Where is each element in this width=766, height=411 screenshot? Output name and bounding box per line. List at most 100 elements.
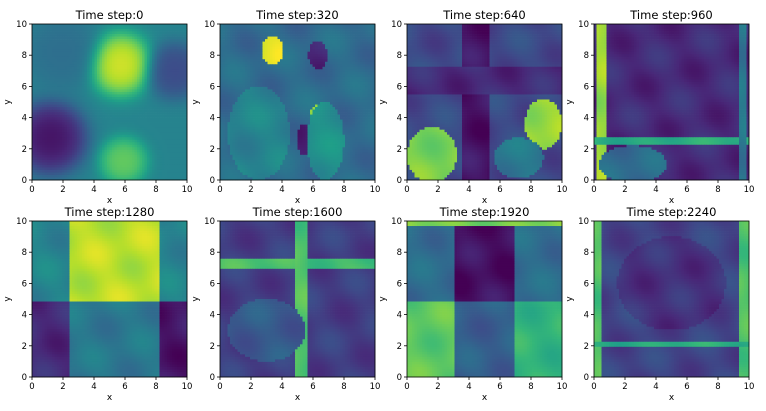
heatmap-cell — [345, 39, 348, 42]
heatmap-cell — [97, 54, 100, 58]
heatmap-cell — [282, 46, 286, 50]
heatmap-cell — [97, 34, 100, 37]
heatmap-cell — [97, 46, 100, 50]
heatmap-cell — [172, 54, 175, 58]
heatmap-cell — [162, 41, 165, 45]
heatmap-cell — [64, 154, 68, 158]
heatmap-cell — [104, 152, 108, 156]
heatmap-cell — [157, 99, 160, 103]
heatmap-cell — [302, 39, 306, 42]
heatmap-cell — [147, 109, 150, 113]
heatmap-cell — [142, 91, 145, 95]
heatmap-cell — [119, 119, 123, 123]
heatmap-cell — [32, 154, 35, 158]
heatmap-cell — [182, 29, 185, 32]
heatmap-cell — [87, 174, 90, 178]
heatmap-cell — [92, 127, 95, 131]
heatmap-cell — [72, 89, 75, 93]
heatmap-cell — [322, 41, 326, 45]
heatmap-cell — [112, 64, 115, 68]
heatmap-cell — [275, 54, 278, 58]
heatmap-cell — [360, 41, 363, 45]
heatmap-cell — [74, 36, 78, 40]
heatmap-cell — [179, 79, 183, 83]
heatmap-cell — [92, 69, 95, 73]
heatmap-cell — [77, 64, 80, 68]
heatmap-cell — [162, 109, 165, 113]
heatmap-cell — [179, 46, 183, 50]
heatmap-cell — [119, 96, 123, 100]
heatmap-cell — [102, 39, 105, 42]
heatmap-cell — [167, 152, 170, 156]
heatmap-cell — [44, 139, 48, 143]
heatmap-cell — [69, 122, 73, 125]
heatmap-cell — [142, 119, 145, 123]
heatmap-cell — [97, 112, 100, 115]
heatmap-cell — [107, 86, 110, 90]
heatmap-cell — [164, 69, 168, 73]
heatmap-cell — [182, 127, 185, 131]
heatmap-cell — [169, 104, 173, 108]
heatmap-cell — [220, 46, 223, 50]
heatmap-cell — [47, 86, 50, 90]
heatmap-cell — [114, 39, 118, 42]
heatmap-cell — [44, 34, 48, 37]
heatmap-cell — [37, 124, 40, 128]
heatmap-cell — [79, 56, 83, 60]
heatmap-cell — [94, 54, 98, 58]
heatmap-cell — [119, 162, 123, 166]
heatmap-cell — [132, 94, 135, 98]
heatmap-cell — [297, 26, 301, 30]
heatmap-cell — [59, 154, 63, 158]
heatmap-cell — [290, 34, 293, 37]
heatmap-cell — [257, 26, 261, 30]
heatmap-cell — [109, 26, 113, 30]
heatmap-cell — [127, 162, 130, 166]
heatmap-cell — [255, 44, 258, 47]
heatmap-cell — [260, 24, 263, 27]
heatmap-cell — [107, 124, 110, 128]
heatmap-cell — [250, 56, 253, 60]
heatmap-cell — [302, 24, 306, 27]
heatmap-cell — [167, 61, 170, 65]
heatmap-cell — [54, 26, 58, 30]
heatmap-cell — [44, 114, 48, 118]
heatmap-cell — [365, 24, 368, 27]
heatmap-cell — [77, 172, 80, 176]
heatmap-cell — [77, 24, 80, 27]
heatmap-cell — [174, 36, 178, 40]
heatmap-cell — [42, 89, 45, 93]
heatmap-cell — [179, 137, 183, 141]
heatmap-cell — [162, 99, 165, 103]
heatmap-cell — [69, 69, 73, 73]
heatmap-cell — [94, 74, 98, 78]
heatmap-cell — [124, 144, 128, 148]
heatmap-cell — [177, 96, 180, 100]
heatmap-cell — [82, 152, 85, 156]
heatmap-cell — [139, 86, 143, 90]
heatmap-cell — [84, 139, 88, 143]
heatmap-cell — [74, 29, 78, 32]
heatmap-cell — [270, 24, 273, 27]
heatmap-cell — [69, 149, 73, 153]
heatmap-cell — [335, 36, 338, 40]
heatmap-cell — [57, 122, 60, 125]
heatmap-cell — [255, 31, 258, 35]
heatmap-cell — [144, 127, 148, 131]
heatmap-cell — [179, 144, 183, 148]
heatmap-cell — [119, 51, 123, 55]
heatmap-cell — [52, 91, 55, 95]
heatmap-cell — [297, 29, 301, 32]
heatmap-cell — [79, 76, 83, 80]
heatmap-cell — [47, 154, 50, 158]
heatmap-cell — [370, 36, 373, 40]
heatmap-cell — [182, 107, 185, 110]
heatmap-cell — [42, 109, 45, 113]
heatmap-cell — [144, 31, 148, 35]
heatmap-cell — [89, 26, 93, 30]
heatmap-cell — [307, 49, 311, 53]
heatmap-cell — [315, 64, 318, 68]
heatmap-cell — [92, 154, 95, 158]
heatmap-cell — [172, 36, 175, 40]
heatmap-cell — [270, 41, 273, 45]
